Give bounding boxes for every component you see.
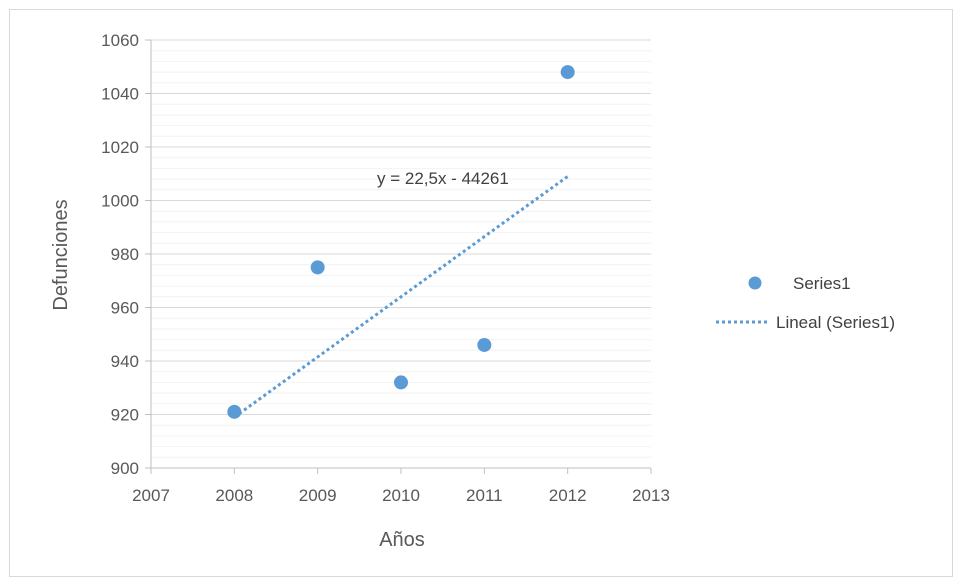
x-tick-label: 2007	[132, 486, 170, 505]
data-point	[310, 260, 325, 275]
major-gridlines	[151, 39, 651, 415]
y-tick-label: 1020	[101, 138, 139, 157]
trendline-equation: y = 22,5x - 44261	[377, 169, 509, 188]
data-point	[227, 404, 242, 419]
y-tick-label: 960	[111, 299, 139, 318]
data-points	[227, 65, 575, 419]
axes	[145, 39, 652, 474]
y-tick-labels: 900 920 940 960 980 1000 1020 1040 1060	[101, 31, 139, 478]
y-tick-label: 1000	[101, 192, 139, 211]
x-tick-label: 2013	[632, 486, 670, 505]
legend-series-marker	[748, 276, 762, 290]
x-tick-label: 2008	[215, 486, 253, 505]
legend: Series1 Lineal (Series1)	[716, 274, 895, 332]
x-axis-title: Años	[379, 529, 425, 551]
x-tick-label: 2009	[299, 486, 337, 505]
y-tick-label: 980	[111, 245, 139, 264]
x-tick-labels: 2007 2008 2009 2010 2011 2012 2013	[132, 486, 670, 505]
x-tick-label: 2011	[466, 486, 503, 505]
trendline	[233, 175, 569, 419]
data-point	[560, 65, 575, 80]
chart-frame	[9, 9, 953, 577]
y-tick-label: 1060	[101, 31, 139, 50]
legend-series-label: Series1	[793, 274, 851, 293]
y-tick-label: 940	[111, 352, 139, 371]
y-tick-label: 1040	[101, 85, 139, 104]
x-tick-label: 2012	[549, 486, 587, 505]
data-point	[394, 375, 408, 390]
x-tick-label: 2010	[382, 486, 420, 505]
data-point	[477, 337, 492, 352]
legend-trendline-label: Lineal (Series1)	[776, 313, 895, 332]
trendline-group	[233, 175, 569, 419]
y-axis-title: Defunciones	[50, 199, 72, 310]
y-tick-label: 900	[111, 459, 139, 478]
y-tick-label: 920	[111, 406, 139, 425]
minor-gridlines	[151, 50, 651, 458]
